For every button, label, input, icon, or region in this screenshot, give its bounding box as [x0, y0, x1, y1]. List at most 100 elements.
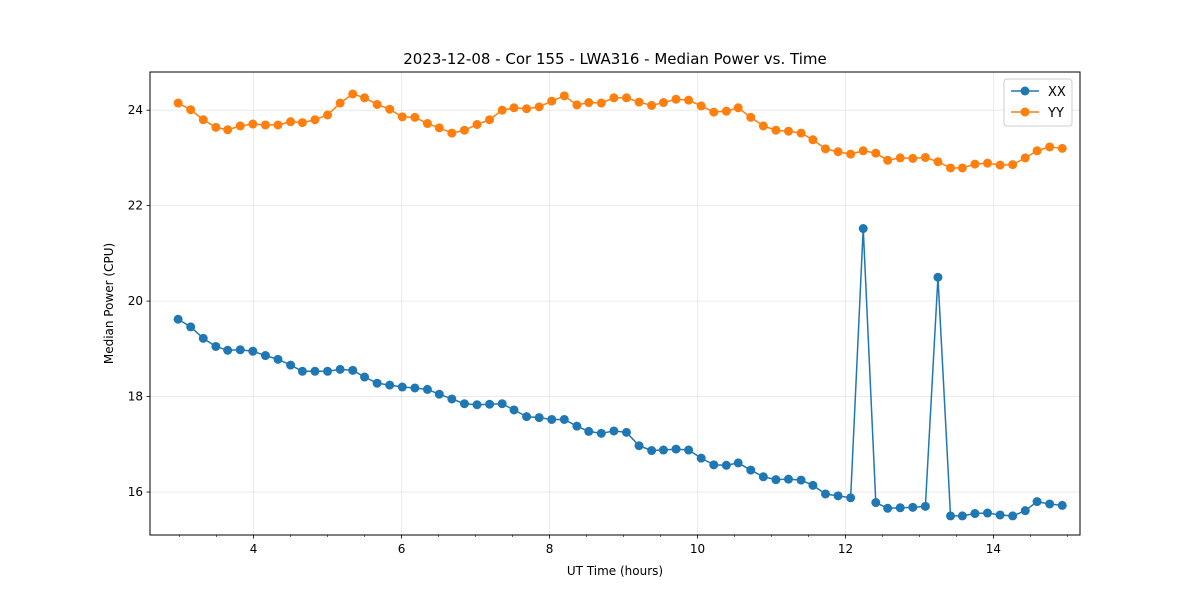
data-point-yy	[883, 155, 893, 165]
data-point-yy	[434, 123, 444, 133]
data-point-xx	[696, 453, 706, 463]
data-point-xx	[709, 460, 719, 470]
data-point-xx	[908, 502, 918, 512]
legend-marker-xx	[1020, 86, 1030, 96]
grid	[150, 72, 1080, 535]
data-point-xx	[796, 475, 806, 485]
data-point-xx	[459, 399, 469, 409]
data-point-xx	[771, 475, 781, 485]
data-point-xx	[1057, 500, 1067, 510]
data-point-xx	[410, 383, 420, 393]
data-point-xx	[260, 351, 270, 361]
data-point-xx	[609, 426, 619, 436]
data-point-xx	[186, 322, 196, 332]
data-point-xx	[871, 498, 881, 508]
data-point-yy	[447, 128, 457, 138]
data-point-yy	[833, 147, 843, 157]
data-point-yy	[198, 115, 208, 125]
data-point-xx	[1008, 511, 1018, 521]
y-tick-label: 24	[128, 103, 143, 117]
legend-label-yy: YY	[1047, 106, 1064, 121]
data-point-xx	[621, 427, 631, 437]
data-point-yy	[920, 152, 930, 162]
data-point-xx	[957, 511, 967, 521]
data-point-yy	[1008, 160, 1018, 170]
data-point-xx	[983, 508, 993, 518]
data-point-yy	[671, 94, 681, 104]
data-point-xx	[596, 428, 606, 438]
x-tick-label: 12	[838, 542, 853, 556]
data-point-xx	[497, 399, 507, 409]
data-point-xx	[173, 314, 183, 324]
y-axis-label: Median Power (CPU)	[102, 243, 116, 364]
data-point-yy	[647, 100, 657, 110]
series-yy	[173, 89, 1067, 173]
data-point-yy	[485, 115, 495, 125]
y-tick-label: 16	[128, 485, 143, 499]
data-point-yy	[908, 153, 918, 163]
data-point-yy	[472, 120, 482, 130]
data-point-xx	[472, 400, 482, 410]
series-group	[173, 89, 1067, 521]
data-point-yy	[1045, 142, 1055, 152]
data-point-yy	[286, 117, 296, 127]
data-point-xx	[634, 441, 644, 451]
plot-frame	[149, 71, 1081, 536]
data-point-xx	[485, 399, 495, 409]
data-point-xx	[422, 384, 432, 394]
data-point-yy	[459, 125, 469, 135]
data-point-yy	[186, 105, 196, 115]
data-point-yy	[235, 121, 245, 131]
data-point-xx	[684, 445, 694, 455]
x-axis-label: UT Time (hours)	[567, 564, 663, 578]
data-point-yy	[559, 91, 569, 101]
data-point-yy	[983, 158, 993, 168]
x-tick-label: 8	[546, 542, 554, 556]
data-point-xx	[1045, 499, 1055, 509]
data-point-xx	[783, 474, 793, 484]
data-point-xx	[372, 378, 382, 388]
data-point-yy	[211, 122, 221, 132]
data-point-xx	[946, 511, 956, 521]
data-point-yy	[522, 104, 532, 114]
data-point-yy	[946, 163, 956, 173]
data-point-yy	[933, 157, 943, 167]
data-point-xx	[559, 414, 569, 424]
data-point-xx	[447, 394, 457, 404]
data-point-xx	[1032, 497, 1042, 507]
data-point-yy	[509, 103, 519, 113]
data-point-yy	[957, 163, 967, 173]
data-point-xx	[297, 366, 307, 376]
data-point-xx	[858, 224, 868, 234]
data-point-yy	[248, 119, 258, 129]
data-point-yy	[223, 125, 233, 135]
data-point-yy	[696, 101, 706, 111]
data-point-yy	[658, 98, 668, 108]
data-point-xx	[360, 372, 370, 382]
data-point-xx	[584, 426, 594, 436]
data-point-xx	[235, 345, 245, 355]
data-point-yy	[173, 98, 183, 108]
legend-marker-yy	[1020, 107, 1030, 117]
data-point-yy	[584, 98, 594, 108]
data-point-yy	[534, 102, 544, 112]
data-point-xx	[348, 365, 358, 375]
data-point-yy	[297, 118, 307, 128]
data-point-xx	[1020, 506, 1030, 516]
data-point-xx	[658, 445, 668, 455]
data-point-yy	[385, 104, 395, 114]
data-point-yy	[372, 99, 382, 109]
data-point-yy	[820, 144, 830, 154]
data-point-xx	[211, 341, 221, 351]
data-point-xx	[273, 354, 283, 364]
data-point-yy	[596, 98, 606, 108]
data-point-xx	[733, 458, 743, 468]
data-point-xx	[758, 472, 768, 482]
data-point-xx	[310, 366, 320, 376]
data-point-yy	[995, 160, 1005, 170]
chart-title: 2023-12-08 - Cor 155 - LWA316 - Median P…	[403, 50, 827, 68]
data-point-xx	[883, 503, 893, 513]
data-point-xx	[223, 345, 233, 355]
data-point-yy	[572, 100, 582, 110]
data-point-xx	[522, 412, 532, 422]
